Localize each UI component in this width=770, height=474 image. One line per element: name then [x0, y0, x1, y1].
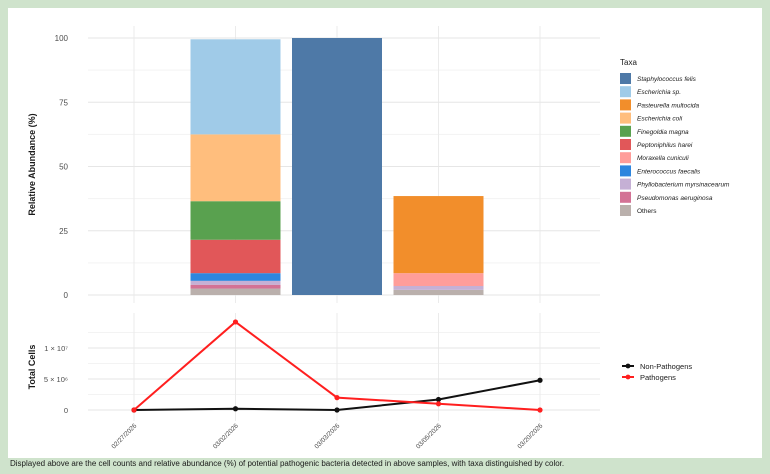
line-legend-label: Pathogens — [640, 373, 676, 382]
bar-y-tick-label: 25 — [59, 227, 68, 236]
figure-caption: Displayed above are the cell counts and … — [10, 459, 565, 468]
series-point — [334, 407, 340, 413]
line-legend-marker — [625, 374, 631, 380]
bar-segment — [190, 288, 281, 295]
taxa-legend-label: Phyllobacterium myrsinacearum — [637, 182, 730, 189]
x-tick-label: 03/03/2026 — [313, 422, 341, 450]
bar-segment — [190, 239, 281, 274]
bar-segment — [393, 289, 484, 295]
taxa-legend-swatch — [620, 191, 631, 203]
bar-segment — [190, 134, 281, 202]
taxa-legend-title: Taxa — [620, 58, 637, 67]
bar-segment — [190, 280, 281, 285]
bar-segment — [190, 39, 281, 135]
taxa-legend-swatch — [620, 205, 631, 216]
taxa-legend-swatch — [620, 165, 631, 177]
series-point — [131, 407, 137, 413]
taxa-legend-label: Finegoldia magna — [637, 129, 689, 136]
taxa-legend-label: Enterococcus faecalis — [637, 168, 701, 175]
bar-segment — [190, 284, 281, 289]
taxa-legend-swatch — [620, 99, 631, 111]
taxa-legend-label: Escherichia sp. — [637, 89, 681, 96]
series-point — [537, 407, 543, 413]
taxa-legend-label: Escherichia coli — [637, 116, 683, 123]
bar-segment — [292, 38, 382, 295]
taxa-legend-swatch — [620, 152, 631, 164]
bar-y-tick-label: 100 — [55, 34, 69, 43]
bar-y-tick-label: 50 — [59, 163, 68, 172]
taxa-legend-label: Staphylococcus felis — [637, 76, 697, 83]
taxa-legend-swatch — [620, 73, 631, 84]
taxa-legend-swatch — [620, 86, 631, 98]
series-point — [435, 401, 442, 407]
x-tick-label: 03/05/2026 — [415, 422, 443, 450]
chart-canvas: 0 25 50 75 100 Relative Abundance (%) Taxa Stap… — [27, 26, 730, 450]
series-point — [232, 406, 239, 412]
x-tick-label: 02/27/2026 — [110, 422, 138, 450]
series-point — [537, 377, 543, 383]
taxa-legend-swatch — [620, 178, 631, 190]
line-legend-marker — [625, 363, 631, 369]
bar-segment — [190, 201, 281, 240]
series-point — [334, 395, 340, 401]
line-y-tick-label: 1 × 10⁷ — [44, 344, 68, 353]
bar-segment — [393, 273, 484, 287]
line-y-tick-label: 0 — [64, 406, 68, 415]
line-y-axis-label: Total Cells — [27, 345, 37, 390]
bar-y-tick-label: 0 — [64, 291, 69, 300]
taxa-legend-swatch — [620, 125, 631, 137]
taxa-legend-label: Pseudomonas aeruginosa — [637, 195, 713, 202]
bar-segment — [393, 286, 484, 290]
series-point — [435, 396, 442, 403]
taxa-legend-label: Peptoniphilus harei — [637, 142, 693, 149]
series-point — [232, 319, 239, 325]
taxa-legend-label: Pasteurella multocida — [637, 102, 700, 109]
line-legend-label: Non-Pathogens — [640, 362, 692, 371]
taxa-legend-label: Others — [637, 208, 657, 215]
bar-y-axis-label: Relative Abundance (%) — [27, 113, 37, 215]
x-tick-label: 03/20/2026 — [516, 422, 544, 450]
taxa-legend-swatch — [620, 139, 631, 150]
bar-y-tick-label: 75 — [59, 98, 68, 107]
line-y-tick-label: 5 × 10⁶ — [44, 375, 68, 384]
taxa-legend-label: Moraxella cuniculi — [637, 155, 689, 162]
figure-panel: 0 25 50 75 100 Relative Abundance (%) Taxa Stap… — [8, 8, 762, 458]
bar-segment — [190, 273, 281, 281]
bar-segment — [393, 196, 484, 274]
taxa-legend-swatch — [620, 112, 631, 124]
x-tick-label: 03/02/2026 — [212, 422, 240, 450]
